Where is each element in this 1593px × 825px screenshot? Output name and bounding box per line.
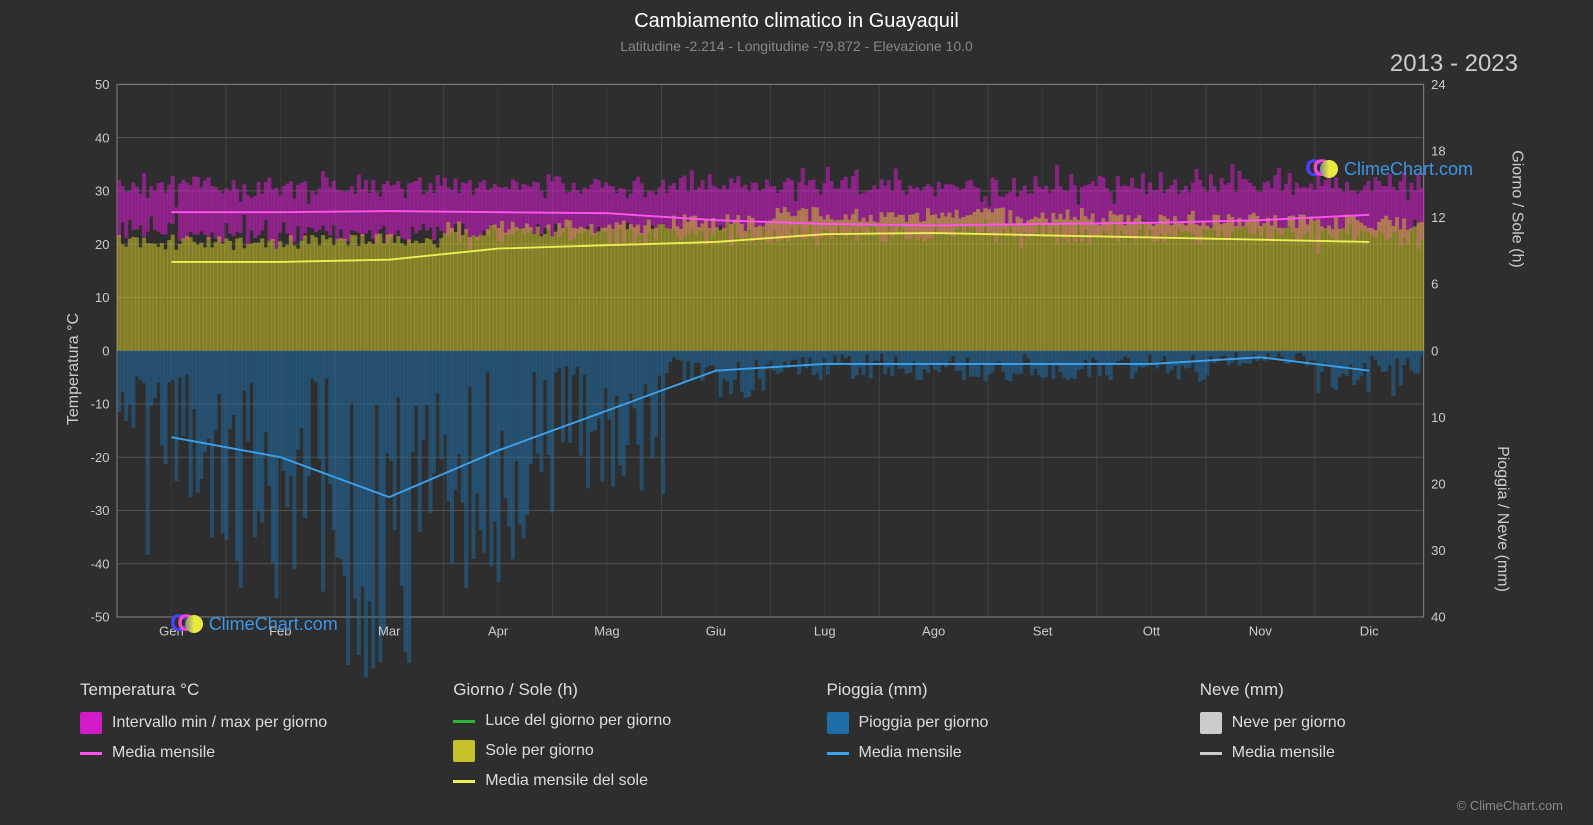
svg-text:40: 40 <box>1431 610 1446 625</box>
legend-label: Intervallo min / max per giorno <box>112 714 327 732</box>
brand-logo-bottom: C C ClimeChart.com <box>170 610 338 638</box>
legend-line-icon <box>827 752 849 755</box>
svg-text:-20: -20 <box>91 450 110 465</box>
svg-text:30: 30 <box>1431 543 1446 558</box>
legend-item: Media mensile <box>80 744 413 762</box>
svg-text:Lug: Lug <box>814 624 836 639</box>
svg-text:-10: -10 <box>91 397 110 412</box>
legend-col-sun: Giorno / Sole (h) Luce del giorno per gi… <box>453 680 786 810</box>
svg-text:0: 0 <box>102 343 109 358</box>
legend-label: Media mensile <box>859 744 962 762</box>
svg-text:Apr: Apr <box>488 624 509 639</box>
legend-col-rain: Pioggia (mm) Pioggia per giorno Media me… <box>827 680 1160 810</box>
legend-label: Media mensile <box>112 744 215 762</box>
svg-text:0: 0 <box>1431 343 1438 358</box>
y-axis-label-right-2: Pioggia / Neve (mm) <box>1493 446 1511 592</box>
legend-item: Neve per giorno <box>1200 712 1533 734</box>
svg-text:-40: -40 <box>91 556 110 571</box>
chart-plot: 50403020100-10-20-30-40-5024181260102030… <box>75 75 1475 645</box>
legend-label: Media mensile <box>1232 744 1335 762</box>
brand-text: ClimeChart.com <box>1344 159 1473 180</box>
svg-text:6: 6 <box>1431 277 1438 292</box>
svg-text:10: 10 <box>95 290 110 305</box>
svg-text:20: 20 <box>1431 476 1446 491</box>
legend-head: Giorno / Sole (h) <box>453 680 786 700</box>
svg-text:50: 50 <box>95 77 110 92</box>
legend-head: Pioggia (mm) <box>827 680 1160 700</box>
legend-label: Sole per giorno <box>485 742 594 760</box>
legend-line-icon <box>80 752 102 755</box>
year-range: 2013 - 2023 <box>1390 50 1518 78</box>
svg-text:Ott: Ott <box>1143 624 1161 639</box>
svg-text:12: 12 <box>1431 210 1446 225</box>
legend: Temperatura °C Intervallo min / max per … <box>80 680 1533 810</box>
chart-subtitle: Latitudine -2.214 - Longitudine -79.872 … <box>0 38 1593 54</box>
svg-text:Set: Set <box>1033 624 1053 639</box>
legend-col-snow: Neve (mm) Neve per giorno Media mensile <box>1200 680 1533 810</box>
svg-text:Dic: Dic <box>1360 624 1379 639</box>
legend-line-icon <box>453 780 475 783</box>
legend-label: Neve per giorno <box>1232 714 1346 732</box>
svg-text:-50: -50 <box>91 610 110 625</box>
svg-text:Mar: Mar <box>378 624 401 639</box>
legend-swatch-icon <box>827 712 849 734</box>
logo-globe-icon <box>185 615 203 633</box>
legend-item: Sole per giorno <box>453 740 786 762</box>
svg-text:Mag: Mag <box>594 624 619 639</box>
legend-head: Neve (mm) <box>1200 680 1533 700</box>
chart-title: Cambiamento climatico in Guayaquil <box>0 10 1593 33</box>
legend-item: Luce del giorno per giorno <box>453 712 786 730</box>
legend-label: Pioggia per giorno <box>859 714 989 732</box>
legend-line-icon <box>1200 752 1222 755</box>
svg-text:40: 40 <box>95 130 110 145</box>
legend-item: Pioggia per giorno <box>827 712 1160 734</box>
svg-text:Ago: Ago <box>922 624 945 639</box>
legend-swatch-icon <box>80 712 102 734</box>
legend-item: Intervallo min / max per giorno <box>80 712 413 734</box>
chart-svg: 50403020100-10-20-30-40-5024181260102030… <box>75 75 1475 645</box>
legend-item: Media mensile del sole <box>453 772 786 790</box>
copyright: © ClimeChart.com <box>1457 798 1563 813</box>
svg-text:24: 24 <box>1431 77 1446 92</box>
brand-logo-top: C C ClimeChart.com <box>1305 155 1473 183</box>
svg-text:Giu: Giu <box>706 624 726 639</box>
y-axis-label-right-1: Giorno / Sole (h) <box>1507 150 1525 267</box>
legend-swatch-icon <box>453 740 475 762</box>
legend-item: Media mensile <box>1200 744 1533 762</box>
brand-text: ClimeChart.com <box>209 614 338 635</box>
logo-globe-icon <box>1320 160 1338 178</box>
svg-text:30: 30 <box>95 184 110 199</box>
legend-line-icon <box>453 720 475 723</box>
legend-head: Temperatura °C <box>80 680 413 700</box>
legend-item: Media mensile <box>827 744 1160 762</box>
legend-col-temp: Temperatura °C Intervallo min / max per … <box>80 680 413 810</box>
svg-text:-30: -30 <box>91 503 110 518</box>
legend-label: Media mensile del sole <box>485 772 648 790</box>
svg-text:20: 20 <box>95 237 110 252</box>
svg-text:Nov: Nov <box>1249 624 1273 639</box>
legend-label: Luce del giorno per giorno <box>485 712 671 730</box>
legend-swatch-icon <box>1200 712 1222 734</box>
svg-text:10: 10 <box>1431 410 1446 425</box>
